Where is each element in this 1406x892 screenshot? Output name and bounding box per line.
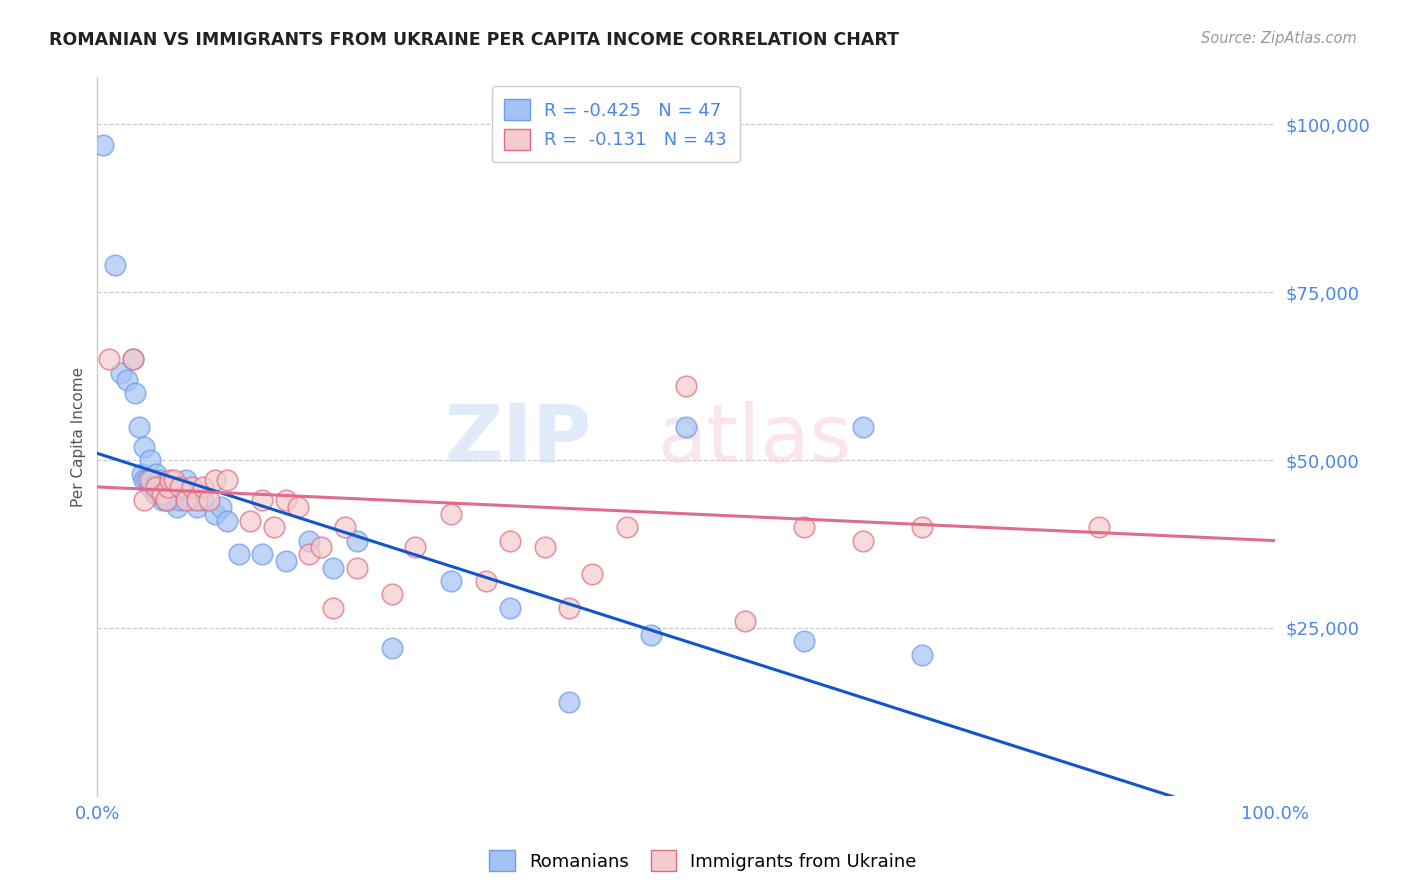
Point (309, 541, 332, 555)
Point (404, 541, 426, 555)
Point (381, 641, 404, 656)
Point (215, 473, 238, 487)
Point (1087, 520, 1109, 534)
Point (252, 547, 274, 561)
Point (440, 574, 463, 588)
Point (852, 419, 875, 434)
Point (131, 467, 153, 481)
Text: ROMANIAN VS IMMIGRANTS FROM UKRAINE PER CAPITA INCOME CORRELATION CHART: ROMANIAN VS IMMIGRANTS FROM UKRAINE PER … (49, 31, 900, 49)
Point (440, 507, 463, 521)
Point (557, 695, 579, 709)
Point (298, 547, 321, 561)
Point (239, 514, 262, 528)
Point (169, 493, 191, 508)
Point (174, 493, 197, 508)
Point (139, 480, 162, 494)
Text: ZIP: ZIP (444, 401, 592, 479)
Point (134, 473, 156, 487)
Point (734, 614, 756, 628)
Point (159, 473, 181, 487)
Y-axis label: Per Capita Income: Per Capita Income (72, 367, 86, 507)
Point (581, 567, 603, 582)
Point (145, 486, 167, 500)
Point (557, 600, 579, 615)
Point (186, 500, 208, 514)
Point (675, 379, 697, 393)
Point (134, 493, 156, 508)
Legend: Romanians, Immigrants from Ukraine: Romanians, Immigrants from Ukraine (482, 843, 924, 879)
Point (139, 453, 162, 467)
Point (204, 473, 226, 487)
Point (498, 533, 520, 548)
Point (852, 533, 875, 548)
Point (139, 473, 162, 487)
Point (150, 486, 173, 500)
Point (198, 493, 221, 508)
Point (166, 500, 188, 514)
Point (174, 473, 197, 487)
Point (263, 520, 285, 534)
Point (180, 493, 202, 508)
Point (150, 480, 173, 494)
Point (104, 259, 127, 273)
Point (193, 480, 215, 494)
Point (252, 493, 274, 508)
Text: Source: ZipAtlas.com: Source: ZipAtlas.com (1201, 31, 1357, 46)
Point (287, 500, 309, 514)
Point (616, 520, 638, 534)
Point (228, 547, 250, 561)
Point (215, 514, 238, 528)
Point (204, 507, 226, 521)
Point (115, 372, 138, 386)
Point (157, 480, 180, 494)
Point (346, 533, 368, 548)
Point (134, 440, 156, 454)
Point (498, 600, 520, 615)
Point (163, 486, 186, 500)
Point (142, 480, 165, 494)
Point (121, 352, 143, 367)
Point (169, 480, 191, 494)
Point (274, 493, 297, 508)
Point (121, 352, 143, 367)
Point (163, 473, 186, 487)
Text: atlas: atlas (657, 401, 851, 479)
Point (322, 600, 344, 615)
Point (186, 493, 208, 508)
Point (193, 493, 215, 508)
Point (274, 554, 297, 568)
Point (640, 627, 662, 641)
Point (110, 366, 132, 380)
Point (793, 520, 815, 534)
Point (91, 137, 114, 152)
Point (124, 386, 146, 401)
Point (911, 648, 934, 662)
Point (381, 587, 404, 601)
Point (145, 467, 167, 481)
Point (475, 574, 498, 588)
Point (155, 493, 177, 508)
Point (346, 560, 368, 574)
Point (98, 352, 121, 367)
Point (150, 493, 173, 508)
Point (155, 493, 177, 508)
Point (322, 560, 344, 574)
Point (675, 419, 697, 434)
Point (209, 500, 232, 514)
Point (145, 480, 167, 494)
Point (128, 419, 150, 434)
Point (180, 480, 202, 494)
Point (333, 520, 356, 534)
Legend: R = -0.425   N = 47, R =  -0.131   N = 43: R = -0.425 N = 47, R = -0.131 N = 43 (492, 87, 740, 162)
Point (793, 634, 815, 648)
Point (148, 473, 170, 487)
Point (157, 480, 180, 494)
Point (298, 533, 321, 548)
Point (911, 520, 934, 534)
Point (159, 493, 181, 508)
Point (534, 541, 557, 555)
Point (135, 473, 157, 487)
